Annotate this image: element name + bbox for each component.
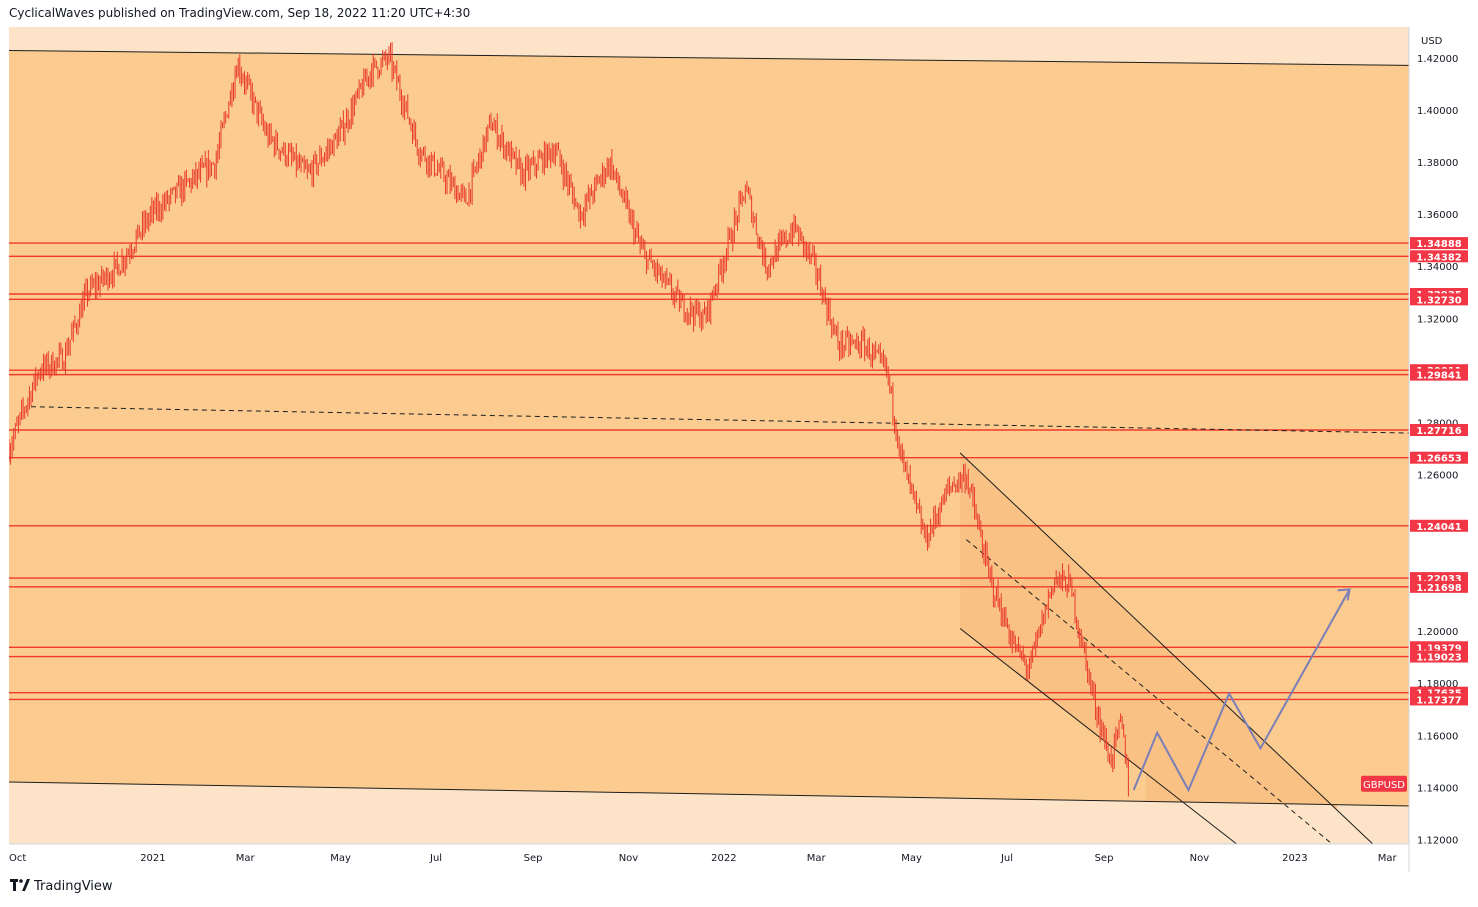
level-label-box <box>1410 424 1468 437</box>
price-tick-label: 1.18000 <box>1417 679 1458 690</box>
level-label: 1.21698 <box>1416 583 1462 594</box>
projection-arrow-head <box>1337 588 1351 601</box>
chart-area[interactable]: USD 1.42000 1.40000 1.38000 1.36000 1.34000 1.… <box>9 27 1469 872</box>
time-tick-label: Sep <box>1095 853 1114 864</box>
level-label-box <box>1410 650 1468 663</box>
time-tick-label: Oct <box>9 853 26 864</box>
price-tick-label: 1.40000 <box>1417 106 1458 117</box>
level-label-box <box>1410 368 1468 381</box>
price-axis-background <box>1409 27 1469 872</box>
price-tick-label: 1.36000 <box>1417 210 1458 221</box>
level-label-box <box>1410 250 1468 263</box>
trend-line <box>9 49 1469 67</box>
time-tick-label: Jul <box>429 853 442 864</box>
trend-line <box>9 781 1469 808</box>
level-label-box <box>1410 580 1468 593</box>
time-tick-label: Mar <box>236 853 256 864</box>
level-label: 1.19379 <box>1416 643 1462 654</box>
level-label: 1.27716 <box>1416 426 1462 437</box>
time-tick-label: Nov <box>619 853 639 864</box>
time-axis-background <box>9 844 1409 872</box>
price-tick-label: 1.16000 <box>1417 731 1458 742</box>
level-label-box <box>1410 451 1468 464</box>
time-tick-label: Mar <box>807 853 827 864</box>
tradingview-logo-icon <box>10 879 30 893</box>
time-tick-label: 2021 <box>140 853 165 864</box>
level-label: 1.29841 <box>1416 371 1462 382</box>
price-tick-label: 1.14000 <box>1417 783 1458 794</box>
time-tick-label: 2023 <box>1282 853 1307 864</box>
time-tick-label: May <box>901 853 922 864</box>
price-tick-label: 1.20000 <box>1417 627 1458 638</box>
time-tick-label: 2022 <box>711 853 736 864</box>
trend-line <box>966 539 1333 845</box>
time-tick-label: Mar <box>1378 853 1398 864</box>
level-label-box <box>1410 641 1468 654</box>
level-label: 1.32730 <box>1416 295 1462 306</box>
time-tick-label: Sep <box>524 853 543 864</box>
price-tick-label: 1.12000 <box>1417 836 1458 847</box>
level-label-box <box>1410 519 1468 532</box>
trend-line <box>30 406 1469 435</box>
price-tick-label: 1.34000 <box>1417 262 1458 273</box>
projection-path <box>1132 588 1351 793</box>
level-label: 1.22033 <box>1416 574 1462 585</box>
level-label: 1.24041 <box>1416 522 1462 533</box>
price-tick-label: 1.32000 <box>1417 314 1458 325</box>
level-label: 1.34382 <box>1416 252 1462 263</box>
trend-line <box>959 628 1238 845</box>
time-tick-label: Nov <box>1190 853 1210 864</box>
footer-brand: TradingView <box>34 879 113 894</box>
symbol-label-box <box>1361 775 1407 792</box>
level-label: 1.26653 <box>1416 454 1462 465</box>
level-label: 1.34888 <box>1416 239 1462 250</box>
gbpusd-chart[interactable]: USD1.420001.400001.380001.360001.340001.… <box>9 27 1469 872</box>
level-label-box <box>1410 293 1468 306</box>
publisher-line: CyclicalWaves published on TradingView.c… <box>9 6 471 20</box>
level-label-box <box>1410 693 1468 706</box>
level-label: 1.17377 <box>1416 695 1462 706</box>
time-tick-label: May <box>330 853 351 864</box>
currency-label: USD <box>1421 36 1443 47</box>
level-label: 1.19023 <box>1416 653 1462 664</box>
time-tick-label: Jul <box>1000 853 1013 864</box>
level-label-box <box>1410 237 1468 250</box>
price-tick-label: 1.38000 <box>1417 158 1458 169</box>
footer: TradingView <box>10 879 113 894</box>
price-tick-label: 1.42000 <box>1417 54 1458 65</box>
price-tick-label: 1.26000 <box>1417 471 1458 482</box>
symbol-label: GBPUSD <box>1363 780 1405 791</box>
trend-line <box>959 452 1374 845</box>
